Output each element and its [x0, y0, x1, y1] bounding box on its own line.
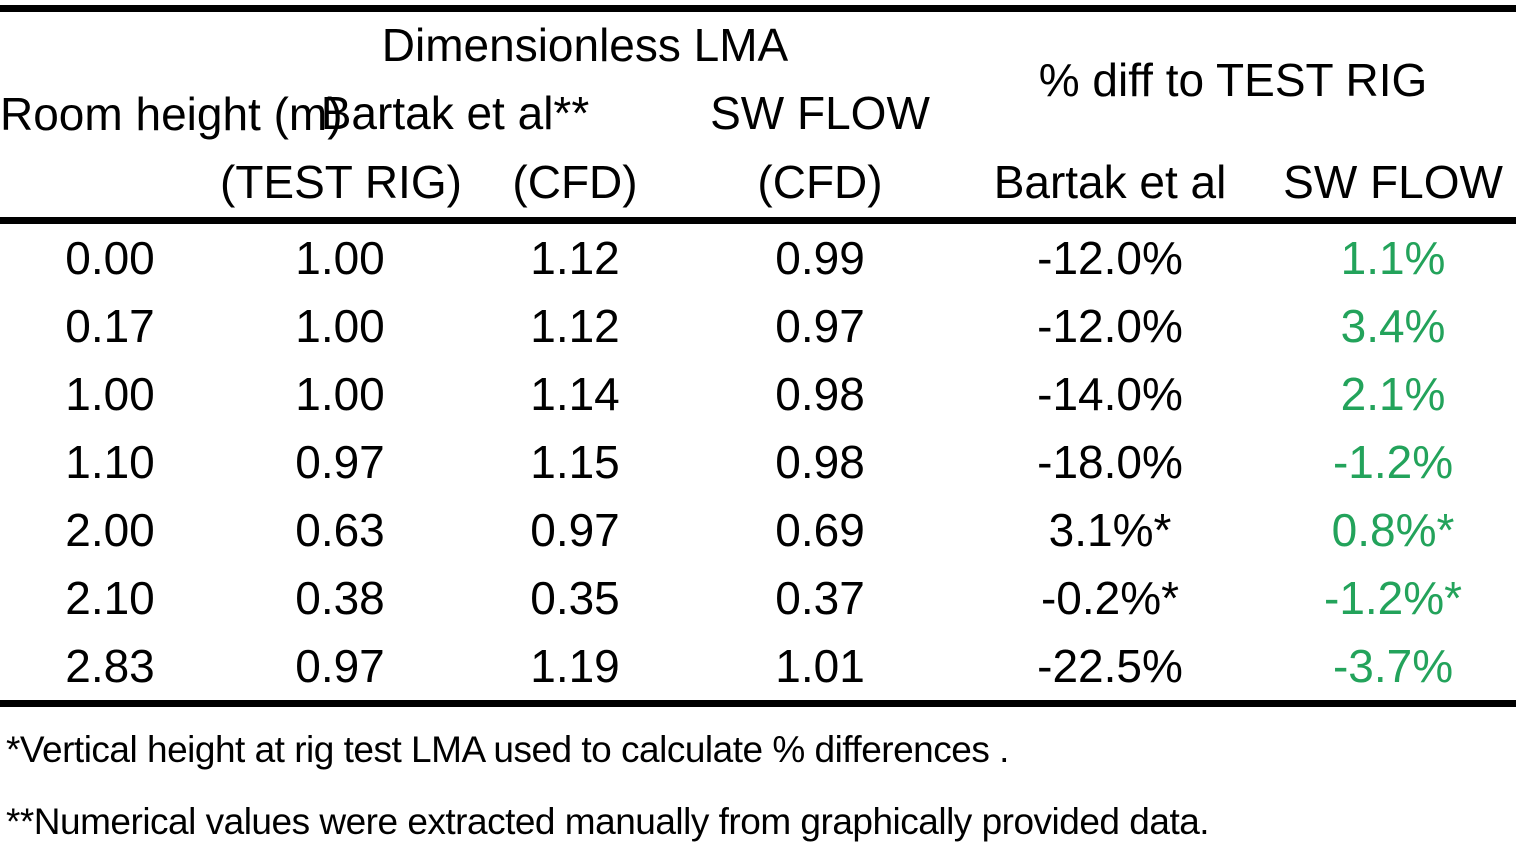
header-sub-test-rig: (TEST RIG): [220, 148, 462, 224]
cell-diff-bartak: 3.1%*: [1048, 503, 1172, 556]
table-header: Room height (m) Dimensionless LMA % diff…: [0, 8, 1516, 224]
header-bartak-group: Bartak et al**: [320, 86, 590, 139]
cell-diff-bartak: -12.0%: [1037, 299, 1183, 352]
cell-room-height: 1.00: [65, 367, 155, 420]
table-row: 2.10 0.38 0.35 0.37 -0.2%* -1.2%*: [0, 564, 1516, 632]
cell-sw-flow-cfd: 0.97: [775, 299, 865, 352]
cell-bartak-test-rig: 0.97: [295, 435, 385, 488]
table-row: 0.00 1.00 1.12 0.99 -12.0% 1.1%: [0, 221, 1516, 293]
table-body: 0.00 1.00 1.12 0.99 -12.0% 1.1% 0.17 1.00 1.12 0.…: [0, 221, 1516, 707]
cell-bartak-test-rig: 1.00: [295, 299, 385, 352]
cell-room-height: 0.17: [65, 299, 155, 352]
cell-bartak-test-rig: 1.00: [295, 367, 385, 420]
cell-sw-flow-cfd: 0.98: [775, 435, 865, 488]
cell-diff-bartak: -0.2%*: [1040, 571, 1180, 624]
table-row: 1.10 0.97 1.15 0.98 -18.0% -1.2%: [0, 428, 1516, 496]
header-sub-cfd-bartak: (CFD): [460, 148, 690, 224]
cell-sw-flow-cfd: 0.98: [775, 367, 865, 420]
header-sub-cfd-sw-flow: (CFD): [690, 148, 951, 224]
cell-diff-bartak: -14.0%: [1037, 367, 1183, 420]
cell-bartak-cfd: 1.19: [460, 632, 690, 707]
cell-bartak-test-rig: 0.38: [295, 571, 385, 624]
lma-comparison-table: Room height (m) Dimensionless LMA % diff…: [0, 5, 1516, 707]
header-dimensionless-lma: Dimensionless LMA: [381, 18, 789, 71]
cell-bartak-cfd: 1.14: [530, 367, 620, 420]
cell-diff-sw-flow: -1.2%: [1332, 435, 1454, 488]
footnote-manual-extraction: **Numerical values were extracted manual…: [6, 801, 1210, 842]
cell-bartak-test-rig: 1.00: [295, 231, 385, 284]
cell-diff-sw-flow: 0.8%*: [1331, 503, 1455, 556]
cell-bartak-cfd: 0.35: [530, 571, 620, 624]
cell-sw-flow-cfd: 1.01: [690, 632, 951, 707]
header-sw-flow-group: SW FLOW: [710, 86, 930, 139]
cell-bartak-cfd: 1.12: [530, 299, 620, 352]
cell-diff-sw-flow: -1.2%*: [1324, 571, 1463, 624]
cell-room-height: 1.10: [65, 435, 155, 488]
cell-diff-bartak: -12.0%: [1037, 231, 1183, 284]
cell-diff-bartak: -18.0%: [1037, 435, 1183, 488]
header-pct-diff-group: % diff to TEST RIG: [1038, 53, 1428, 106]
cell-bartak-cfd: 1.15: [530, 435, 620, 488]
footnotes: *Vertical height at rig test LMA used to…: [6, 729, 1516, 843]
table-row: 1.00 1.00 1.14 0.98 -14.0% 2.1%: [0, 360, 1516, 428]
cell-diff-sw-flow: 1.1%: [1340, 231, 1446, 284]
cell-room-height: 0.00: [65, 231, 155, 284]
cell-bartak-cfd: 0.97: [530, 503, 620, 556]
cell-bartak-test-rig: 0.97: [220, 632, 460, 707]
cell-sw-flow-cfd: 0.99: [775, 231, 865, 284]
header-sub-diff-bartak: Bartak et al: [950, 148, 1271, 224]
header-sub-diff-sw-flow: SW FLOW: [1270, 148, 1516, 224]
cell-bartak-cfd: 1.12: [530, 231, 620, 284]
cell-room-height: 2.83: [0, 632, 220, 707]
cell-diff-sw-flow: -3.7%: [1270, 632, 1516, 707]
header-room-height: Room height (m): [0, 8, 343, 224]
cell-diff-bartak: -22.5%: [950, 632, 1271, 707]
table-row: 2.00 0.63 0.97 0.69 3.1%* 0.8%*: [0, 496, 1516, 564]
cell-diff-sw-flow: 2.1%: [1340, 367, 1446, 420]
cell-sw-flow-cfd: 0.69: [775, 503, 865, 556]
footnote-rig-test-lma: *Vertical height at rig test LMA used to…: [6, 729, 1009, 770]
cell-sw-flow-cfd: 0.37: [775, 571, 865, 624]
cell-room-height: 2.10: [65, 571, 155, 624]
cell-diff-sw-flow: 3.4%: [1340, 299, 1446, 352]
table-row: 2.83 0.97 1.19 1.01 -22.5% -3.7%: [0, 632, 1516, 707]
cell-room-height: 2.00: [65, 503, 155, 556]
table-row: 0.17 1.00 1.12 0.97 -12.0% 3.4%: [0, 292, 1516, 360]
cell-bartak-test-rig: 0.63: [295, 503, 385, 556]
